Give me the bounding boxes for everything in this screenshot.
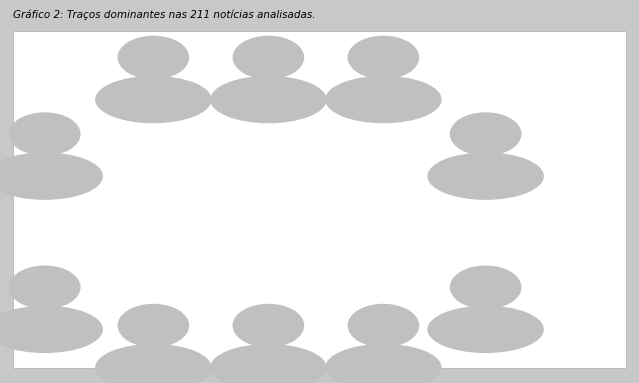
Wedge shape [117, 108, 217, 254]
Text: 40 notícias; 19%: 40 notícias; 19% [100, 177, 210, 190]
Text: 30 notícias; 14%: 30 notícias; 14% [148, 102, 257, 115]
Text: Gráfico 2: Traços dominantes nas 211 notícias analisadas.: Gráfico 2: Traços dominantes nas 211 not… [13, 10, 315, 20]
Wedge shape [130, 190, 254, 320]
Legend: Deslocamento, Resultado, Aparição, Nenhum: Deslocamento, Resultado, Aparição, Nenhu… [426, 144, 543, 239]
Wedge shape [217, 59, 318, 311]
Text: 93 notícias; 44%: 93 notícias; 44% [190, 183, 300, 196]
Wedge shape [139, 59, 217, 190]
Text: 48 notícias; 23%: 48 notícias; 23% [135, 259, 245, 272]
